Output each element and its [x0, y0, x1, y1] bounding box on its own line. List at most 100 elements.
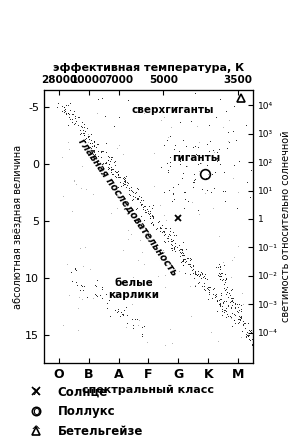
Point	[199, 268, 204, 275]
Point	[82, 282, 87, 290]
Point	[219, 292, 224, 299]
Point	[177, 158, 182, 165]
Text: Бетельгейзе: Бетельгейзе	[58, 425, 143, 438]
Point	[107, 154, 112, 161]
Point	[165, 235, 170, 242]
Point	[216, 300, 221, 307]
Point	[239, 312, 244, 319]
Point	[185, 254, 190, 261]
Point	[162, 228, 167, 235]
Point	[228, 314, 233, 321]
Point	[79, 130, 84, 137]
Point	[171, 191, 176, 198]
Point	[62, 104, 67, 111]
Point	[83, 244, 88, 251]
Point	[218, 275, 222, 282]
Point	[79, 282, 84, 289]
Point	[141, 197, 146, 204]
Point	[250, 338, 255, 345]
Point	[108, 169, 113, 176]
Point	[79, 163, 84, 170]
Point	[197, 273, 202, 280]
Point	[167, 163, 172, 170]
Point	[229, 286, 234, 293]
Point	[73, 120, 78, 127]
Point	[106, 163, 111, 170]
Point	[118, 173, 123, 180]
Point	[212, 149, 217, 156]
Point	[162, 238, 167, 246]
Point	[205, 275, 210, 282]
Point	[194, 271, 199, 279]
Point	[121, 174, 126, 181]
Point	[102, 112, 107, 119]
Point	[225, 289, 230, 296]
Point	[135, 204, 139, 211]
Point	[89, 139, 94, 147]
Point	[195, 270, 200, 277]
Point	[208, 138, 213, 145]
Point	[218, 264, 222, 271]
Point	[178, 250, 183, 257]
Point	[135, 315, 139, 322]
Point	[220, 276, 225, 283]
Point	[248, 336, 253, 343]
Point	[183, 142, 188, 149]
Point	[212, 285, 217, 292]
Point	[65, 260, 69, 268]
Point	[222, 187, 227, 194]
Point	[237, 301, 242, 308]
Point	[191, 262, 196, 269]
Point	[82, 121, 86, 128]
Point	[164, 234, 169, 241]
Point	[244, 329, 249, 336]
Point	[168, 231, 173, 238]
Point	[214, 149, 219, 156]
Point	[142, 208, 147, 215]
Point	[188, 282, 193, 290]
Point	[95, 153, 100, 160]
Point	[179, 247, 184, 254]
Point	[100, 147, 105, 154]
Point	[228, 294, 233, 301]
Point	[108, 209, 113, 216]
Point	[145, 338, 149, 345]
Point	[182, 256, 187, 263]
Point	[72, 266, 77, 273]
Point	[88, 265, 92, 272]
Point	[94, 144, 98, 151]
Point	[104, 158, 108, 165]
Point	[92, 138, 96, 145]
Point	[86, 133, 91, 140]
Point	[166, 167, 171, 174]
Point	[112, 172, 117, 180]
Y-axis label: светимость относительно солнечной: светимость относительно солнечной	[281, 131, 291, 323]
Point	[230, 323, 235, 330]
Point	[240, 321, 245, 328]
Point	[223, 271, 228, 278]
Text: гиганты: гиганты	[172, 154, 220, 163]
Point	[232, 301, 237, 308]
Point	[138, 194, 143, 201]
Point	[192, 282, 197, 289]
Point	[203, 274, 208, 281]
Point	[180, 175, 185, 182]
Point	[151, 202, 156, 209]
Point	[162, 341, 167, 348]
Point	[224, 304, 228, 312]
Point	[218, 96, 223, 103]
Point	[141, 323, 146, 330]
Point	[72, 178, 77, 185]
Point	[89, 136, 94, 143]
Point	[190, 267, 195, 274]
Point	[222, 169, 227, 176]
Point	[186, 255, 191, 262]
Point	[63, 110, 68, 117]
Point	[238, 334, 243, 341]
Point	[135, 185, 140, 192]
Point	[105, 300, 110, 307]
Point	[208, 284, 212, 291]
Point	[193, 270, 198, 277]
Point	[84, 293, 89, 301]
Point	[246, 333, 251, 340]
